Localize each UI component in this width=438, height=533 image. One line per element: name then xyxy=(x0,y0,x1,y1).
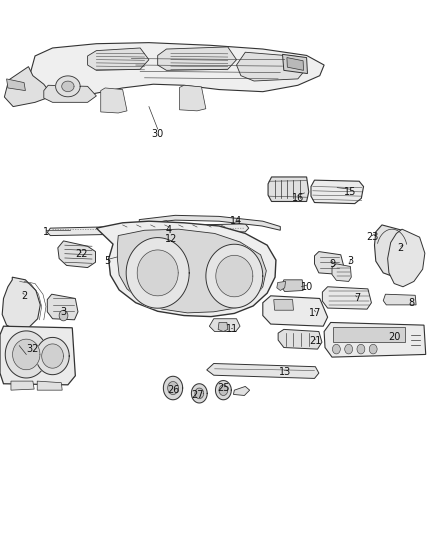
Text: 26: 26 xyxy=(167,385,179,395)
Text: 20: 20 xyxy=(388,332,400,342)
Polygon shape xyxy=(263,296,328,326)
Polygon shape xyxy=(88,48,149,70)
Polygon shape xyxy=(168,382,178,394)
Polygon shape xyxy=(281,280,303,292)
Polygon shape xyxy=(207,364,319,378)
Polygon shape xyxy=(2,277,40,330)
Circle shape xyxy=(369,344,377,354)
Text: 25: 25 xyxy=(217,383,230,393)
Polygon shape xyxy=(332,264,351,281)
Polygon shape xyxy=(268,177,309,201)
Polygon shape xyxy=(101,88,127,113)
Text: 11: 11 xyxy=(226,325,238,334)
Polygon shape xyxy=(383,294,416,305)
Polygon shape xyxy=(374,225,412,276)
Polygon shape xyxy=(206,244,263,308)
Text: 8: 8 xyxy=(409,298,415,308)
Polygon shape xyxy=(42,344,64,368)
Text: 7: 7 xyxy=(354,294,360,303)
Polygon shape xyxy=(44,85,96,102)
Polygon shape xyxy=(56,76,80,97)
Polygon shape xyxy=(314,252,344,274)
Polygon shape xyxy=(37,381,62,390)
Text: 22: 22 xyxy=(75,249,87,259)
Text: 15: 15 xyxy=(344,187,357,197)
Text: 2: 2 xyxy=(398,243,404,253)
Polygon shape xyxy=(278,329,322,349)
Text: 23: 23 xyxy=(366,232,378,242)
Polygon shape xyxy=(137,250,178,296)
Polygon shape xyxy=(237,52,307,81)
Circle shape xyxy=(59,310,68,321)
Polygon shape xyxy=(163,376,183,400)
Polygon shape xyxy=(7,79,25,91)
Polygon shape xyxy=(283,54,307,74)
Polygon shape xyxy=(195,388,204,399)
Text: 3: 3 xyxy=(60,307,67,317)
Text: 4: 4 xyxy=(166,225,172,235)
Text: 16: 16 xyxy=(292,193,304,203)
Polygon shape xyxy=(47,294,78,320)
Polygon shape xyxy=(117,229,266,313)
Text: 1: 1 xyxy=(43,227,49,237)
Polygon shape xyxy=(388,229,425,287)
Circle shape xyxy=(345,344,353,354)
Polygon shape xyxy=(274,300,293,310)
Polygon shape xyxy=(36,337,69,375)
Text: 5: 5 xyxy=(104,256,110,266)
Polygon shape xyxy=(13,339,40,370)
Text: 21: 21 xyxy=(309,336,321,346)
Circle shape xyxy=(332,344,340,354)
Polygon shape xyxy=(219,385,228,395)
Polygon shape xyxy=(233,386,250,395)
Polygon shape xyxy=(191,384,207,403)
Text: 13: 13 xyxy=(279,367,291,377)
Polygon shape xyxy=(277,281,286,290)
Polygon shape xyxy=(4,67,53,107)
Text: 14: 14 xyxy=(230,216,243,226)
Text: 30: 30 xyxy=(152,130,164,139)
Polygon shape xyxy=(209,319,240,332)
Polygon shape xyxy=(126,238,189,308)
Polygon shape xyxy=(31,43,324,99)
Polygon shape xyxy=(311,180,364,204)
FancyBboxPatch shape xyxy=(333,327,405,342)
Polygon shape xyxy=(324,322,426,357)
Polygon shape xyxy=(11,381,34,390)
Text: 9: 9 xyxy=(330,259,336,269)
Text: 10: 10 xyxy=(300,282,313,292)
Text: 2: 2 xyxy=(21,291,27,301)
Polygon shape xyxy=(145,221,172,231)
Polygon shape xyxy=(5,331,47,378)
Polygon shape xyxy=(180,85,206,111)
Polygon shape xyxy=(58,241,95,268)
Polygon shape xyxy=(62,81,74,92)
Text: 12: 12 xyxy=(165,234,177,244)
Text: 17: 17 xyxy=(309,309,321,318)
Polygon shape xyxy=(322,287,371,309)
Polygon shape xyxy=(216,255,253,297)
Polygon shape xyxy=(215,381,231,400)
Polygon shape xyxy=(0,326,75,385)
Polygon shape xyxy=(218,322,228,332)
Polygon shape xyxy=(47,224,249,236)
Text: 3: 3 xyxy=(347,256,353,266)
Polygon shape xyxy=(139,230,172,245)
Text: 27: 27 xyxy=(191,391,203,400)
Polygon shape xyxy=(139,215,280,230)
Polygon shape xyxy=(287,58,304,70)
Polygon shape xyxy=(158,47,237,70)
Polygon shape xyxy=(96,221,276,317)
Circle shape xyxy=(357,344,365,354)
Text: 32: 32 xyxy=(27,344,39,354)
